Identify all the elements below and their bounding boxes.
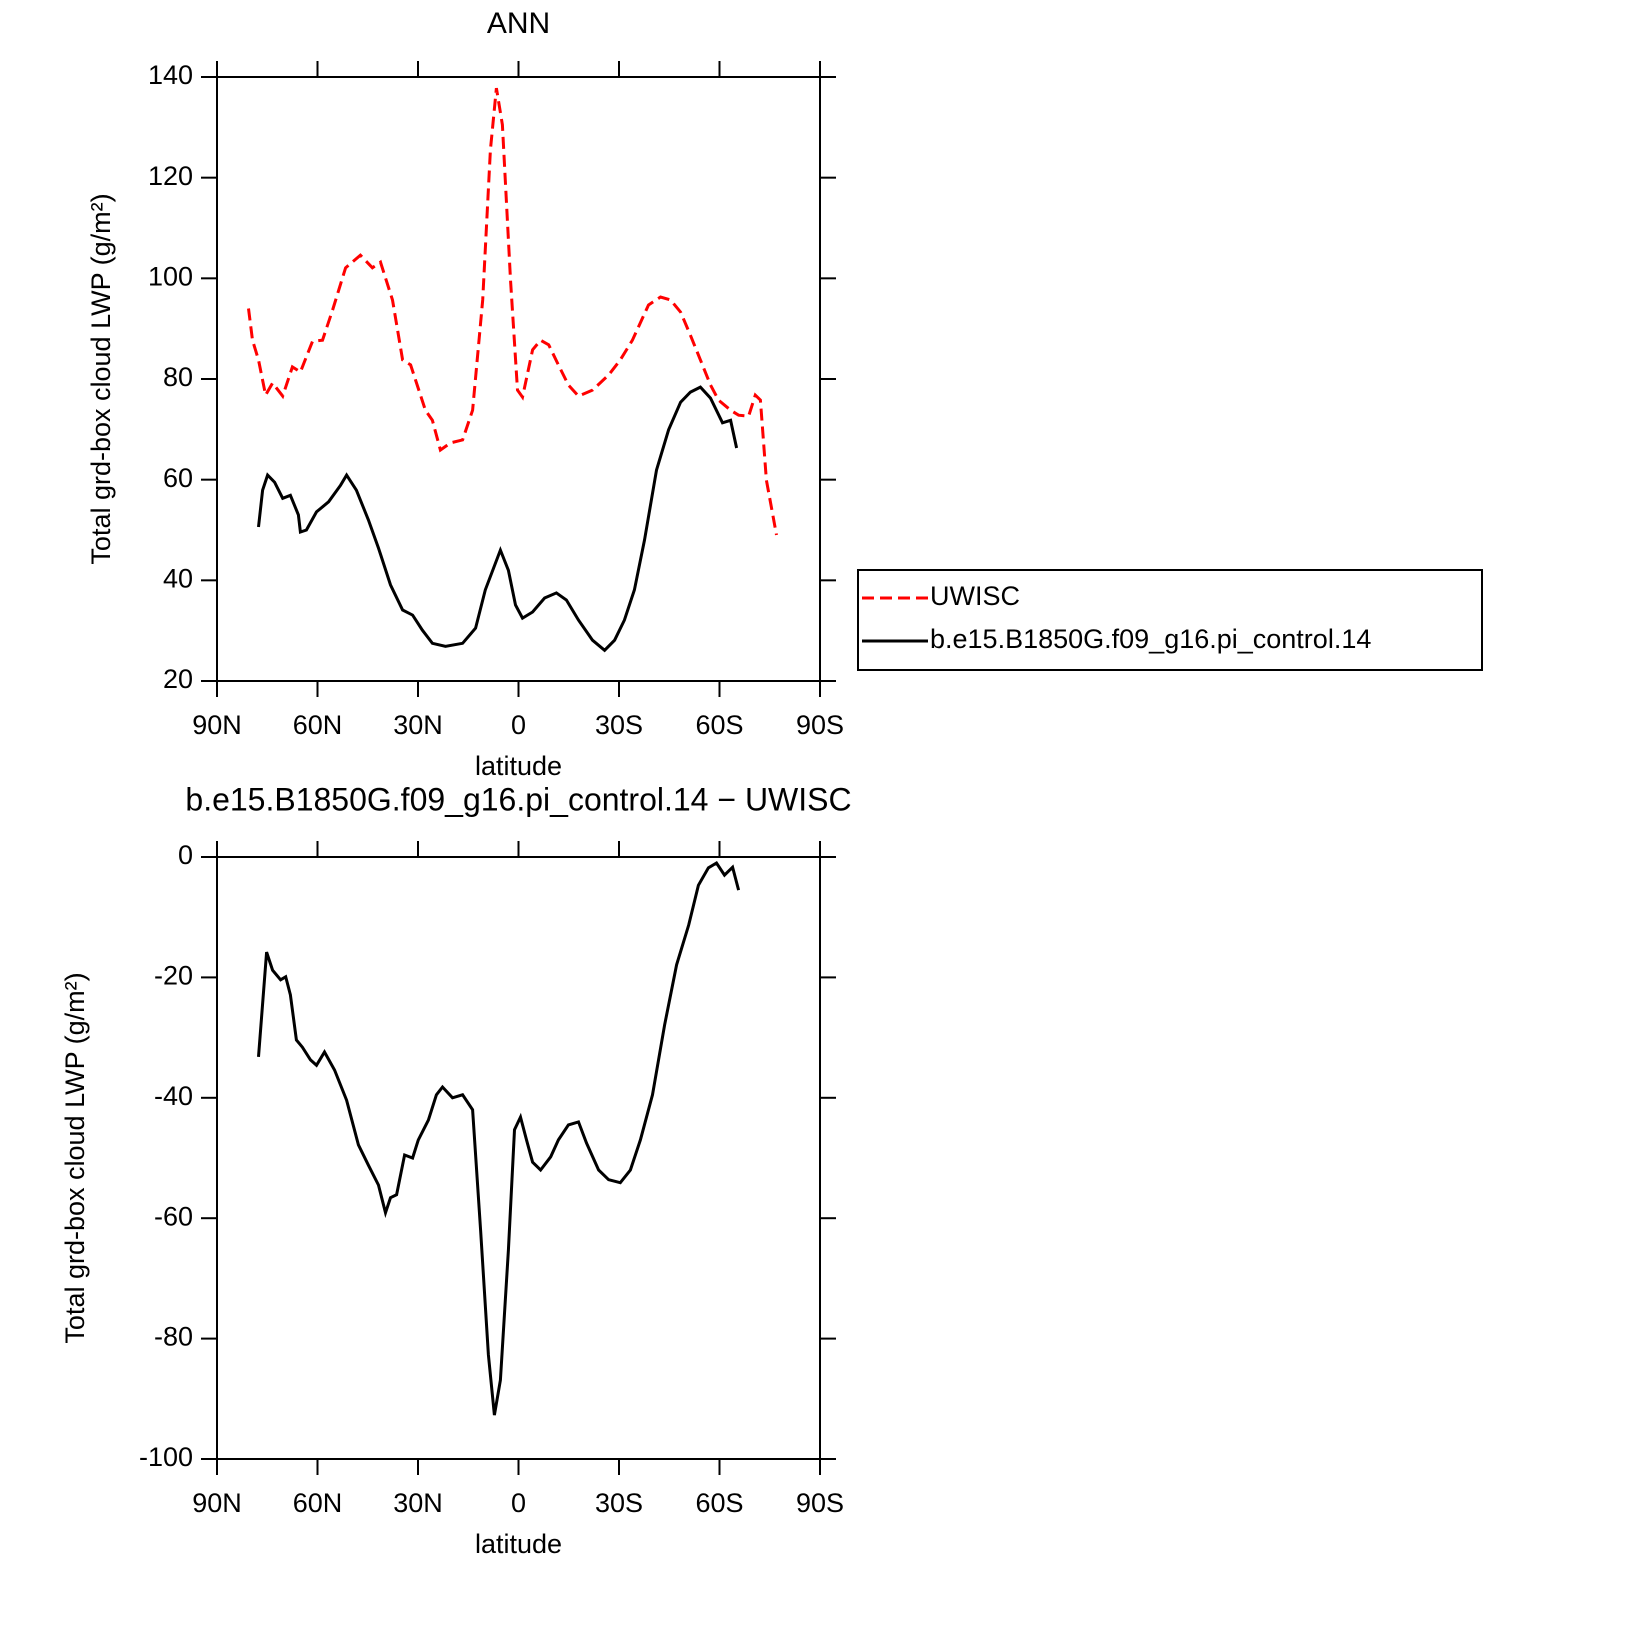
y-tick-label: 20 [163,664,193,694]
y-tick-label: 100 [148,261,193,291]
y-tick-label: -100 [139,1442,193,1472]
chart-title: ANN [487,7,550,40]
legend-label: b.e15.B1850G.f09_g16.pi_control.14 [930,624,1371,654]
x-tick-label: 60S [695,710,743,740]
y-tick-label: 120 [148,161,193,191]
x-tick-label: 60N [293,1488,343,1518]
series-line [257,860,741,1416]
y-axis-label: Total grd-box cloud LWP (g/m²) [86,193,116,564]
y-tick-label: -40 [154,1081,193,1111]
x-tick-label: 60S [695,1488,743,1518]
chart-title: b.e15.B1850G.f09_g16.pi_control.14 − UWI… [185,781,851,817]
x-tick-label: 90N [192,710,242,740]
y-tick-label: 80 [163,362,193,392]
x-tick-label: 90S [796,710,844,740]
plot-frame [216,76,821,682]
y-tick-label: -20 [154,961,193,991]
x-tick-label: 30N [393,710,443,740]
x-tick-label: 30N [393,1488,443,1518]
y-tick-label: -60 [154,1201,193,1231]
x-tick-label: 30S [595,1488,643,1518]
x-tick-label: 30S [595,710,643,740]
y-tick-label: 0 [178,840,193,870]
y-tick-label: 60 [163,463,193,493]
x-tick-label: 90N [192,1488,242,1518]
series-line [257,385,739,653]
plot-frame [216,856,821,1460]
x-tick-label: 90S [796,1488,844,1518]
legend-label: UWISC [930,581,1020,611]
x-tick-label: 0 [511,710,526,740]
y-axis-label: Total grd-box cloud LWP (g/m²) [60,972,90,1343]
x-tick-label: 60N [293,710,343,740]
y-tick-label: 140 [148,60,193,90]
legend-box [857,569,1483,671]
y-tick-label: 40 [163,563,193,593]
x-tick-label: 0 [511,1488,526,1518]
y-tick-label: -80 [154,1322,193,1352]
x-axis-label: latitude [475,751,562,781]
series-line [247,87,778,536]
x-axis-label: latitude [475,1529,562,1559]
